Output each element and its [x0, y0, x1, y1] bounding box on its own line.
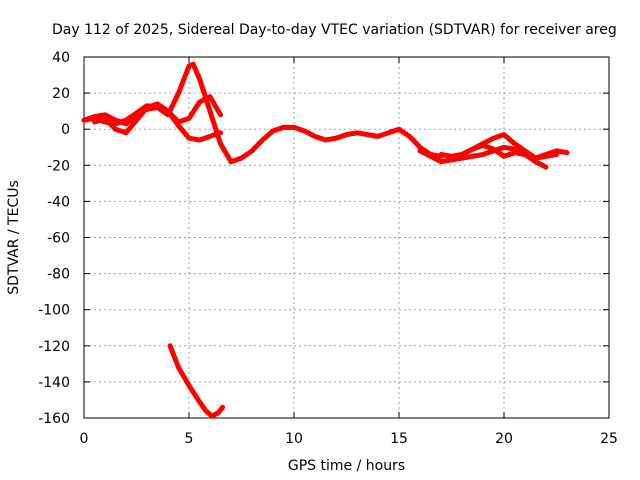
- y-tick-label: -20: [47, 158, 70, 174]
- y-tick-label: -140: [38, 375, 70, 391]
- y-tick-label: -40: [47, 194, 70, 210]
- series-line-arc-7: [167, 343, 226, 419]
- y-tick-label: -60: [47, 231, 70, 247]
- y-axis-label: SDTVAR / TECUs: [6, 180, 22, 295]
- x-tick-label: 25: [600, 431, 618, 447]
- series-line-arc-2: [81, 94, 223, 127]
- x-axis-label: GPS time / hours: [288, 458, 405, 474]
- x-tick-label: 10: [285, 431, 303, 447]
- y-tick-label: 20: [52, 86, 70, 102]
- grid: [84, 57, 609, 418]
- y-tick-label: -120: [38, 339, 70, 355]
- x-tick-label: 5: [185, 431, 194, 447]
- series-group: [81, 61, 570, 419]
- x-tick-label: 0: [80, 431, 89, 447]
- series-line-arc-6: [449, 144, 559, 163]
- y-tick-label: -160: [38, 411, 70, 427]
- y-tick-label: -100: [38, 303, 70, 319]
- y-tick-label: 40: [52, 50, 70, 66]
- x-tick-label: 15: [390, 431, 408, 447]
- series-line-arc-3: [92, 101, 223, 143]
- ticks: 0 5 10 15 20 25 40 20 0 -20 -40 -60 -80 -100 -120 -140 -…: [38, 50, 618, 447]
- y-tick-label: -80: [47, 267, 70, 283]
- x-tick-label: 20: [495, 431, 513, 447]
- chart-title: Day 112 of 2025, Sidereal Day-to-day VTE…: [52, 22, 617, 38]
- y-tick-label: 0: [61, 122, 70, 138]
